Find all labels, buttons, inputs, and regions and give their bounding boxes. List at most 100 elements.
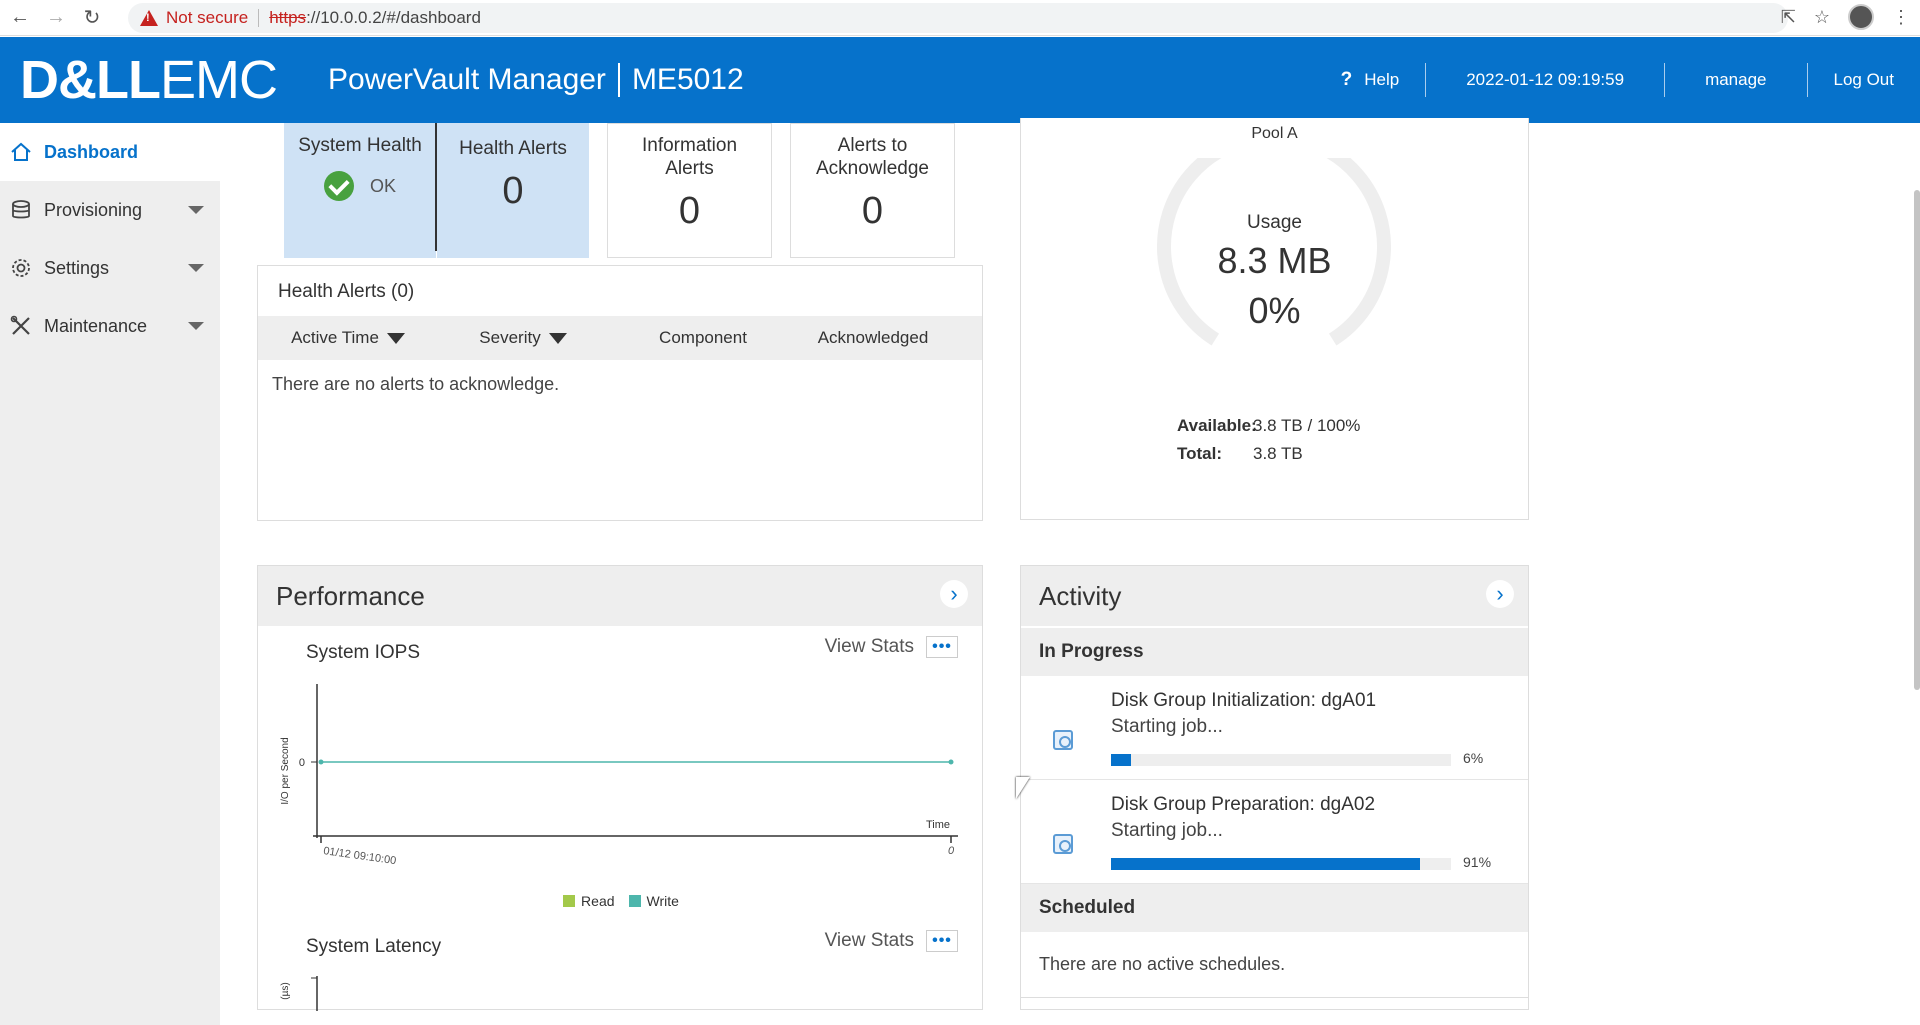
activity-title: Activity xyxy=(1039,580,1122,611)
sidebar-item-maintenance[interactable]: Maintenance xyxy=(0,297,220,355)
mouse-cursor xyxy=(1016,777,1030,799)
health-alerts-tile[interactable]: Health Alerts 0 xyxy=(437,123,589,258)
share-icon[interactable]: ⇱ xyxy=(1780,6,1796,27)
system-health-tile[interactable]: System Health OK xyxy=(284,123,436,258)
profile-avatar-icon[interactable] xyxy=(1848,4,1874,30)
menu-dots-icon[interactable]: ⋮ xyxy=(1892,6,1910,27)
health-alerts-count: 0 xyxy=(502,170,524,212)
more-options-button[interactable]: ••• xyxy=(926,930,958,952)
check-circle-icon xyxy=(323,171,354,201)
information-alerts-tile[interactable]: Information Alerts 0 xyxy=(607,123,772,258)
url-text: ://10.0.0.2/#/dashboard xyxy=(306,8,481,27)
job-title: Disk Group Initialization: dgA01 xyxy=(1111,690,1377,711)
sidebar-item-label: Settings xyxy=(44,257,110,278)
info-alerts-title: Information xyxy=(641,135,738,156)
help-link[interactable]: ? Help xyxy=(1340,69,1400,90)
column-acknowledged[interactable]: Acknowledged xyxy=(817,328,929,347)
capacity-panel: Pool A Usage 8.3 MB 0% Available:3.8 TB … xyxy=(1020,118,1529,520)
help-icon: ? xyxy=(1340,69,1353,90)
job-progress-percent: 91% xyxy=(1463,854,1492,870)
sidebar-nav: Dashboard Provisioning Settings Maintena… xyxy=(0,123,220,1025)
x-tick-label-start: 01/12 09:10:00 xyxy=(323,845,397,867)
sidebar-item-dashboard[interactable]: Dashboard xyxy=(0,123,220,181)
performance-panel: Performance › System IOPS View Stats •••… xyxy=(257,565,983,1011)
legend-swatch-write xyxy=(628,895,641,907)
job-icon xyxy=(1053,730,1073,750)
security-label: Not secure xyxy=(166,8,249,27)
performance-title: Performance xyxy=(276,580,425,611)
performance-header: Performance › xyxy=(258,566,982,626)
usage-value: 8.3 MB xyxy=(1217,240,1332,281)
title-divider xyxy=(617,63,620,97)
activity-header: Activity › xyxy=(1021,566,1528,626)
job-item[interactable]: Disk Group Preparation: dgA02 Starting j… xyxy=(1021,780,1528,884)
app-header: D&LLEMC PowerVault Manager ME5012 ? Help … xyxy=(0,37,1920,123)
job-item[interactable]: Disk Group Initialization: dgA01 Startin… xyxy=(1021,676,1528,780)
chevron-right-icon[interactable]: › xyxy=(940,580,968,608)
available-label: Available: xyxy=(1177,416,1257,435)
ack-title: Alerts to xyxy=(837,135,908,156)
star-icon[interactable]: ☆ xyxy=(1813,6,1830,27)
usage-label: Usage xyxy=(1247,212,1302,233)
reload-icon[interactable]: ↻ xyxy=(83,7,101,29)
total-label: Total: xyxy=(1177,444,1223,463)
back-icon[interactable]: ← xyxy=(10,6,30,28)
url-scheme: https xyxy=(269,8,307,27)
legend-swatch-read xyxy=(563,895,576,907)
job-progress-bar xyxy=(1111,754,1451,766)
x-axis-label: Time xyxy=(926,819,950,831)
alerts-to-acknowledge-tile[interactable]: Alerts to Acknowledge 0 xyxy=(790,123,955,258)
y-tick-label: 0 xyxy=(299,757,305,769)
sidebar-item-settings[interactable]: Settings xyxy=(0,239,220,297)
tile-divider xyxy=(435,123,437,251)
address-bar[interactable]: Not secure https ://10.0.0.2/#/dashboard xyxy=(128,3,1788,33)
legend-read[interactable]: Read xyxy=(563,893,615,909)
job-status: Starting job... xyxy=(1111,716,1223,737)
data-point xyxy=(948,759,954,765)
sidebar-item-label: Maintenance xyxy=(44,315,148,336)
column-component[interactable]: Component xyxy=(659,328,747,347)
job-icon xyxy=(1053,834,1073,854)
forward-icon[interactable]: → xyxy=(46,6,66,28)
job-progress-bar xyxy=(1111,858,1451,870)
header-divider xyxy=(1425,63,1427,97)
chevron-down-icon xyxy=(188,322,204,330)
legend-write[interactable]: Write xyxy=(628,893,679,909)
iops-chart: I/O per Second 0 Time 01/12 09:10:00 0 xyxy=(280,684,958,867)
dell-emc-logo: D&LLEMC xyxy=(20,50,278,110)
no-schedules-message: There are no active schedules. xyxy=(1021,932,1528,998)
datetime-display: 2022-01-12 09:19:59 xyxy=(1466,70,1625,89)
system-health-status: OK xyxy=(369,175,396,196)
product-name: PowerVault Manager xyxy=(328,63,606,96)
usage-gauge xyxy=(1157,158,1391,346)
x-tick-label-end: 0 xyxy=(948,845,955,857)
gear-icon xyxy=(8,255,34,281)
more-options-button[interactable]: ••• xyxy=(926,636,958,658)
column-active-time[interactable]: Active Time xyxy=(258,328,438,348)
latency-chart: (µs) xyxy=(280,976,318,1011)
health-alerts-table-header: Active Time Severity Component Acknowled… xyxy=(258,316,982,360)
database-icon xyxy=(8,197,34,223)
scheduled-header: Scheduled xyxy=(1021,884,1528,932)
column-severity[interactable]: Severity xyxy=(438,328,608,348)
job-progress-fill xyxy=(1111,858,1421,870)
job-title: Disk Group Preparation: dgA02 xyxy=(1111,794,1376,815)
sidebar-item-provisioning[interactable]: Provisioning xyxy=(0,181,220,239)
activity-panel: Activity › In Progress Disk Group Initia… xyxy=(1020,565,1529,1010)
page-scrollbar[interactable] xyxy=(1914,190,1920,690)
home-icon xyxy=(8,139,34,165)
sort-down-icon xyxy=(548,332,567,344)
job-progress-percent: 6% xyxy=(1463,750,1484,766)
info-alerts-count: 0 xyxy=(678,190,701,232)
job-progress-fill xyxy=(1111,754,1132,766)
view-stats-label: View Stats xyxy=(824,930,914,951)
chevron-right-icon[interactable]: › xyxy=(1486,580,1514,608)
logout-link[interactable]: Log Out xyxy=(1833,70,1895,89)
header-divider xyxy=(1806,63,1808,97)
total-value: 3.8 TB xyxy=(1253,444,1303,463)
empty-alerts-message: There are no alerts to acknowledge. xyxy=(272,374,560,394)
tools-icon xyxy=(8,313,34,339)
sort-down-icon xyxy=(386,332,405,344)
sidebar-item-label: Dashboard xyxy=(44,141,139,162)
user-menu[interactable]: manage xyxy=(1705,70,1767,89)
